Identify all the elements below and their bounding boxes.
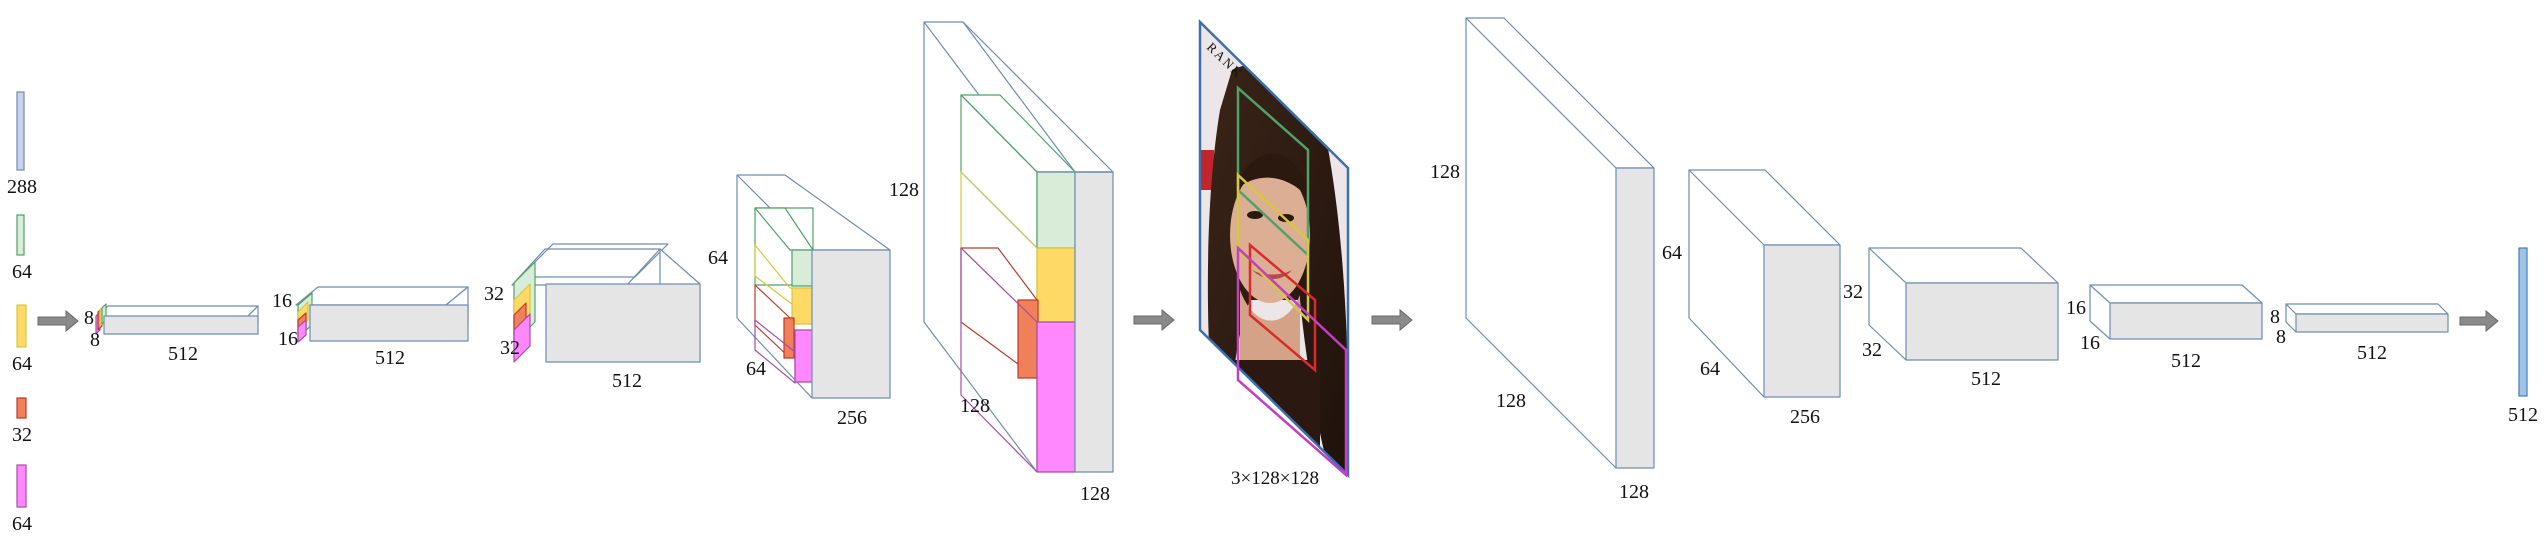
face-region-red <box>1248 242 1317 373</box>
encoder-block-2: 16 16 512 <box>272 286 469 369</box>
encoder-5-height-label: 128 <box>960 395 990 417</box>
arrow-4 <box>2459 309 2499 333</box>
input-bar-64-yellow <box>16 304 27 348</box>
decoder-2-height-label: 64 <box>1700 358 1720 380</box>
decoder-5-height-label: 8 <box>2276 326 2286 348</box>
encoder-3-depth-label: 32 <box>484 283 504 305</box>
decoder-4-depth-label: 16 <box>2066 297 2086 319</box>
decoder-1-height-label: 128 <box>1496 390 1526 412</box>
encoder-4-width-label: 256 <box>837 407 867 429</box>
encoder-2-width-label: 512 <box>375 347 405 369</box>
encoder-5-depth-label: 128 <box>889 179 919 201</box>
encoder-5-width-label: 128 <box>1080 483 1110 505</box>
input-bar-64-green-label: 64 <box>12 261 32 283</box>
decoder-3-width-label: 512 <box>1971 368 2001 390</box>
input-bar-288-label: 288 <box>7 176 37 198</box>
decoder-block-2: 64 64 256 <box>1662 169 1841 428</box>
face-region-magenta <box>1236 245 1348 478</box>
decoder-block-4: 16 16 512 <box>2066 284 2263 372</box>
decoder-5-depth-label: 8 <box>2270 306 2280 328</box>
arrow-3 <box>1371 308 1413 332</box>
input-bar-64-magenta <box>16 464 27 508</box>
encoder-3-height-label: 32 <box>500 337 520 359</box>
encoder-3-width-label: 512 <box>612 370 642 392</box>
encoder-1-width-label: 512 <box>168 343 198 365</box>
decoder-3-height-label: 32 <box>1862 339 1882 361</box>
encoder-4-height-label: 64 <box>746 358 766 380</box>
input-bar-32 <box>16 397 27 419</box>
encoder-block-5: 128 128 128 <box>889 21 1114 505</box>
encoder-block-3: 32 32 512 <box>484 243 701 392</box>
decoder-2-depth-label: 64 <box>1662 242 1682 264</box>
input-bar-64-green <box>16 214 25 256</box>
decoder-2-width-label: 256 <box>1790 406 1820 428</box>
encoder-block-4: 64 64 256 <box>708 174 891 429</box>
image-size-label: 3×128×128 <box>1231 468 1319 489</box>
decoder-block-1: 128 128 128 <box>1430 17 1655 503</box>
decoder-1-depth-label: 128 <box>1430 161 1460 183</box>
input-bar-64-yellow-label: 64 <box>12 353 32 375</box>
encoder-block-1: 8 8 512 <box>84 303 259 365</box>
encoder-4-depth-label: 64 <box>708 247 728 269</box>
decoder-3-depth-label: 32 <box>1843 281 1863 303</box>
face-region-yellow <box>1236 172 1310 324</box>
decoder-1-width-label: 128 <box>1619 481 1649 503</box>
decoder-4-width-label: 512 <box>2171 350 2201 372</box>
decoder-4-height-label: 16 <box>2080 332 2100 354</box>
encoder-1-depth-label: 8 <box>84 307 94 329</box>
encoder-2-depth-label: 16 <box>272 290 292 312</box>
decoder-5-width-label: 512 <box>2357 342 2387 364</box>
arrow-1 <box>37 309 79 333</box>
decoder-block-3: 32 32 512 <box>1843 247 2059 390</box>
encoder-2-height-label: 16 <box>278 328 298 350</box>
decoder-block-5: 8 8 512 <box>2270 303 2449 364</box>
input-bars: 288 64 64 32 64 <box>7 91 37 535</box>
output-bar-label: 512 <box>2508 404 2538 426</box>
face-image: RANK 3×128×128 <box>1198 19 1350 489</box>
encoder-1-height-label: 8 <box>90 329 100 351</box>
input-bar-288 <box>16 91 25 171</box>
arrow-2 <box>1133 308 1175 332</box>
output-bar: 512 <box>2508 247 2538 426</box>
input-bar-32-label: 32 <box>12 424 32 446</box>
input-bar-64-magenta-label: 64 <box>12 513 32 535</box>
